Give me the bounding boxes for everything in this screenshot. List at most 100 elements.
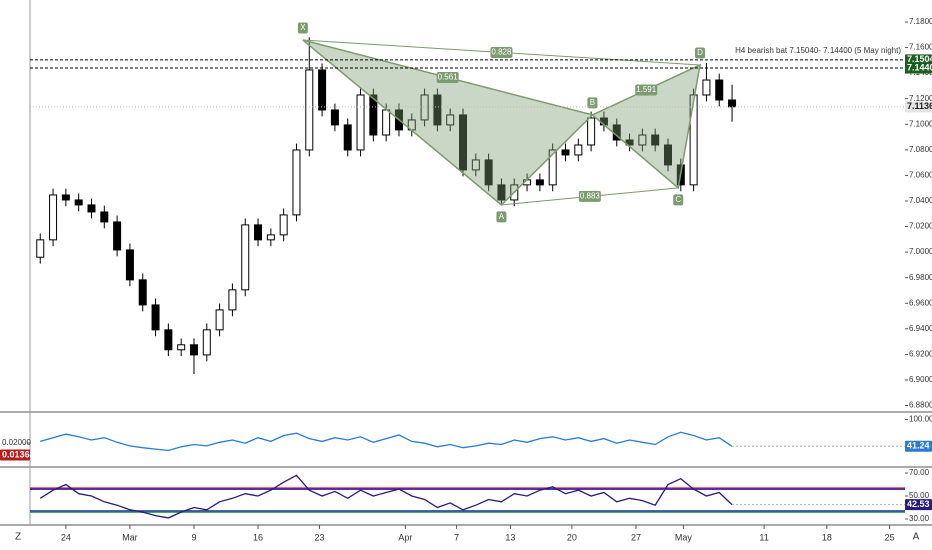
level-label: 7.14400 [907, 62, 932, 72]
candle-body [138, 279, 147, 306]
candle-body [548, 149, 557, 186]
candle-body [484, 159, 493, 186]
candle-body [587, 117, 596, 146]
candle-body [651, 134, 660, 146]
candle-body [125, 249, 134, 281]
ratio-label-box [436, 71, 459, 83]
y-tick-label: 6.98000 [909, 273, 932, 282]
y-tick-label: 70.00 [909, 468, 930, 477]
candle-body [279, 214, 288, 236]
y-tick-label: 7.04000 [909, 196, 932, 205]
candle-body [574, 144, 583, 156]
y-tick-label: 7.08000 [909, 145, 932, 154]
candle-body [100, 211, 109, 223]
candle-body [241, 224, 250, 291]
point-label: B [590, 98, 595, 107]
y-tick-label: 7.06000 [909, 171, 932, 180]
y-tick-label: 6.96000 [909, 298, 932, 307]
last-value-label: 41.24 [907, 441, 930, 451]
y-tick-label: 100.00 [909, 415, 932, 424]
y2-marker-label: 0.01368 [2, 449, 35, 459]
y-tick-label: 7.02000 [909, 222, 932, 231]
candle-body [459, 114, 468, 171]
candle-body [689, 94, 698, 186]
ratio-label: 0.828 [491, 48, 512, 57]
candle-body [728, 99, 737, 108]
x-tick-label: May [675, 532, 693, 542]
candle-body [497, 184, 506, 201]
candle-body [638, 134, 647, 146]
y-tick-label: 7.00000 [909, 247, 932, 256]
candle-body [382, 109, 391, 136]
toolbar-button[interactable]: Z [15, 532, 21, 543]
last-price-label-box [905, 101, 932, 113]
point-label: D [697, 48, 703, 57]
candle-body [561, 149, 570, 156]
candle-body [343, 124, 352, 151]
candle-body [61, 194, 70, 201]
ratio-label-box [578, 190, 601, 202]
x-tick-label: 9 [191, 532, 196, 542]
y-tick-label: 6.92000 [909, 349, 932, 358]
candle-body [36, 239, 45, 258]
candle-body [254, 224, 263, 241]
candle-body [356, 94, 365, 151]
point-label-box [673, 194, 684, 206]
last-value-label-box [905, 499, 932, 511]
point-label-box [695, 47, 706, 59]
point-label: C [675, 195, 681, 204]
candle-body [318, 69, 327, 111]
ratio-label-box [490, 46, 513, 58]
toolbar-button[interactable]: A [913, 532, 920, 543]
candle-body [228, 289, 237, 311]
level-label-box [905, 62, 932, 74]
series-line [39, 474, 733, 519]
candle-body [266, 234, 275, 241]
candle-body [715, 79, 724, 101]
last-value-label-box [905, 440, 932, 452]
x-tick-label: 16 [253, 532, 263, 542]
candle-body [215, 309, 224, 331]
series-line [40, 431, 733, 452]
y-tick-label: 6.94000 [909, 324, 932, 333]
y-tick-label: 50.00 [909, 491, 930, 500]
x-tick-label: Mar [122, 532, 138, 542]
point-label: A [499, 212, 505, 221]
candle-body [202, 329, 211, 356]
candle-body [433, 94, 442, 126]
y-tick-label: 7.10000 [909, 119, 932, 128]
candle-body [625, 139, 634, 146]
ratio-label: 0.883 [580, 192, 601, 201]
candle-body [74, 199, 83, 206]
candle-body [702, 79, 711, 96]
ratio-label: 1.591 [636, 85, 657, 94]
annotation: H4 bearish bat 7.15040- 7.14400 (5 May n… [735, 46, 901, 55]
y-tick-label: 7.12000 [909, 94, 932, 103]
point-label: X [300, 23, 306, 32]
candle-body [177, 344, 186, 351]
x-tick-label: 11 [759, 532, 768, 542]
candle-body [292, 149, 301, 216]
x-tick-label: 7 [454, 532, 459, 542]
candle-body [330, 109, 339, 126]
candle-body [535, 179, 544, 186]
x-tick-label: 13 [505, 532, 515, 542]
last-value-label: 42.53 [907, 499, 930, 509]
x-tick-label: Apr [398, 532, 412, 542]
x-tick-label: 27 [631, 532, 641, 542]
candle-body [113, 221, 122, 251]
candle-body [305, 69, 314, 151]
y-tick-label: 6.88000 [909, 401, 932, 410]
point-label-box [587, 97, 598, 109]
point-label-box [297, 22, 308, 34]
y2-marker-label-box [0, 449, 30, 461]
y2-tick-label: 0.02000 [2, 438, 31, 447]
x-tick-label: 25 [885, 532, 895, 542]
x-tick-label: 23 [315, 532, 325, 542]
y-tick-label: 7.16000 [909, 43, 932, 52]
candle-body [420, 94, 429, 121]
candle-body [446, 114, 455, 126]
